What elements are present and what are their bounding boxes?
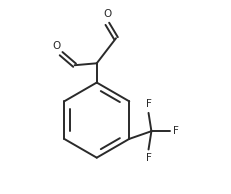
Text: O: O <box>103 9 111 19</box>
Text: F: F <box>145 153 151 163</box>
Text: F: F <box>172 126 178 136</box>
Text: F: F <box>145 99 151 109</box>
Text: O: O <box>52 41 60 51</box>
